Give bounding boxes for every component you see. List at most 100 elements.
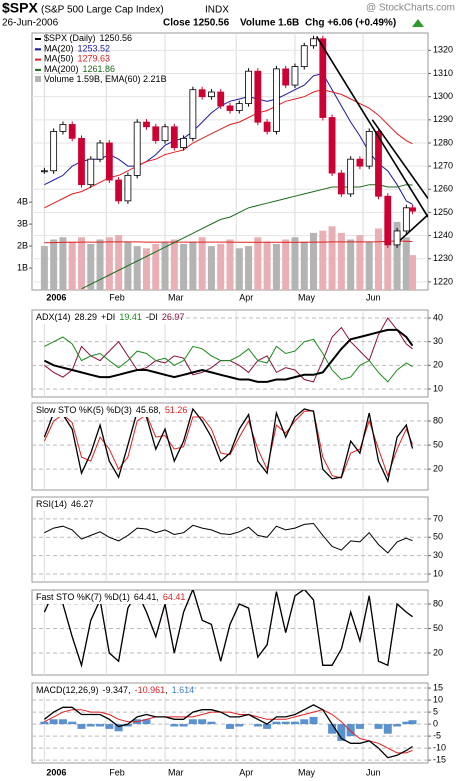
legend-name: ADX(14) [36, 312, 71, 322]
volume-bar [319, 230, 327, 290]
candle [384, 195, 392, 246]
legend-separator: , [156, 592, 159, 602]
y-tick-label: 0 [433, 718, 438, 728]
volume-bar [337, 232, 345, 290]
histogram-bar [179, 724, 188, 727]
legend-value: 1253.52 [78, 44, 111, 54]
y-tick-label: 1240 [433, 230, 453, 240]
legend-entry: MA(200) 1261.86 [44, 64, 115, 74]
histogram-bar [309, 716, 318, 725]
volume-bar [161, 241, 169, 290]
volume-bar [291, 237, 299, 290]
y-tick-label: 15 [433, 682, 443, 692]
volume-bar [384, 215, 392, 290]
legend-bg [33, 498, 93, 511]
panel-plot [32, 310, 428, 397]
indicator-line [43, 407, 414, 484]
trendline [315, 36, 428, 218]
histogram-bar [393, 724, 402, 727]
y-tick-label: 1320 [433, 45, 453, 55]
legend-value: -9.347 [103, 685, 129, 695]
volume-summary: Volume 1.6B [240, 18, 299, 29]
candle [198, 89, 206, 98]
volume-bar [409, 255, 417, 290]
legend-bg [33, 591, 181, 604]
legend-entry: $SPX (Daily) 1250.56 [44, 33, 132, 43]
candle [375, 131, 382, 197]
legend-entry: MA(20) 1253.52 [44, 44, 110, 54]
candle [393, 230, 401, 246]
histogram-bar [207, 721, 216, 725]
histogram-bar [253, 724, 262, 727]
legend-value: 46.27 [71, 499, 94, 509]
volume-bar [347, 239, 355, 290]
legend-name: RSI(14) [36, 499, 67, 509]
volume-bar [96, 239, 104, 290]
panel-plot [32, 403, 428, 490]
candle [310, 38, 317, 47]
security-name: (S&P 500 Large Cap Index) [41, 5, 164, 16]
histogram-bar [77, 724, 86, 729]
indicator-line [44, 709, 413, 754]
y-tick-label: 50 [433, 532, 443, 542]
indicator-line [44, 336, 413, 383]
volume-bar [263, 241, 271, 290]
y-tick-label: 70 [433, 513, 443, 523]
volume-bar [115, 235, 123, 290]
histogram-bar [96, 724, 105, 727]
change-summary: Chg +6.06 (+0.49%) [305, 18, 396, 29]
legend-bg [33, 311, 168, 324]
volume-bar [198, 237, 206, 290]
y-tick-label: -15 [433, 754, 446, 764]
trendline [371, 119, 428, 200]
legend-value: 26.97 [162, 312, 185, 322]
candle [282, 68, 290, 86]
candle [409, 207, 416, 212]
x-tick-label: 2006 [46, 292, 66, 302]
y-tick-label: 10 [433, 568, 443, 578]
candle [189, 89, 197, 139]
y-tick-label: 1270 [433, 161, 453, 171]
legend-entry: MA(50) 1279.63 [44, 54, 110, 64]
legend-separator: , [128, 685, 131, 695]
candle [68, 124, 76, 139]
y-tick-label: 30 [433, 550, 443, 560]
volume-bar [40, 246, 48, 290]
x-tick-label: Feb [109, 767, 125, 777]
volume-bar [207, 246, 215, 290]
trendline [399, 214, 428, 241]
volume-ema [44, 240, 413, 244]
volume-bar [272, 243, 280, 290]
volume-bar [142, 248, 150, 290]
legend-separator: , [165, 685, 168, 695]
legend: Fast STO %K(7) %D(1) 64.41, 64.41 [36, 592, 185, 602]
candle [226, 105, 234, 111]
y2-tick-label: 1B [17, 262, 28, 272]
candle [273, 68, 280, 132]
legend: ADX(14) 28.29 +DI 19.41 -DI 26.97 [36, 312, 184, 322]
candle [133, 121, 141, 176]
symbol: $SPX [2, 0, 38, 16]
y-tick-label: 80 [433, 415, 443, 425]
x-tick-label: May [298, 767, 316, 777]
candle [115, 179, 123, 202]
volume-bar [235, 248, 243, 290]
histogram-bar [408, 720, 417, 725]
volume-bar [365, 241, 373, 290]
indicator-line [43, 590, 413, 668]
volume-bar [245, 246, 253, 290]
exchange: INDX [205, 5, 229, 16]
x-tick-label: Mar [168, 767, 184, 777]
volume-bar [50, 239, 58, 290]
y-tick-label: -10 [433, 742, 446, 752]
candle [291, 66, 299, 86]
legend-value: 1279.63 [78, 54, 111, 64]
y-tick-label: 20 [433, 464, 443, 474]
volume-bar [300, 241, 308, 290]
y2-tick-label: 2B [17, 240, 28, 250]
histogram-bar [328, 724, 337, 734]
candle [328, 117, 336, 174]
y2-tick-label: 4B [17, 197, 28, 207]
x-tick-label: Jun [366, 292, 381, 302]
